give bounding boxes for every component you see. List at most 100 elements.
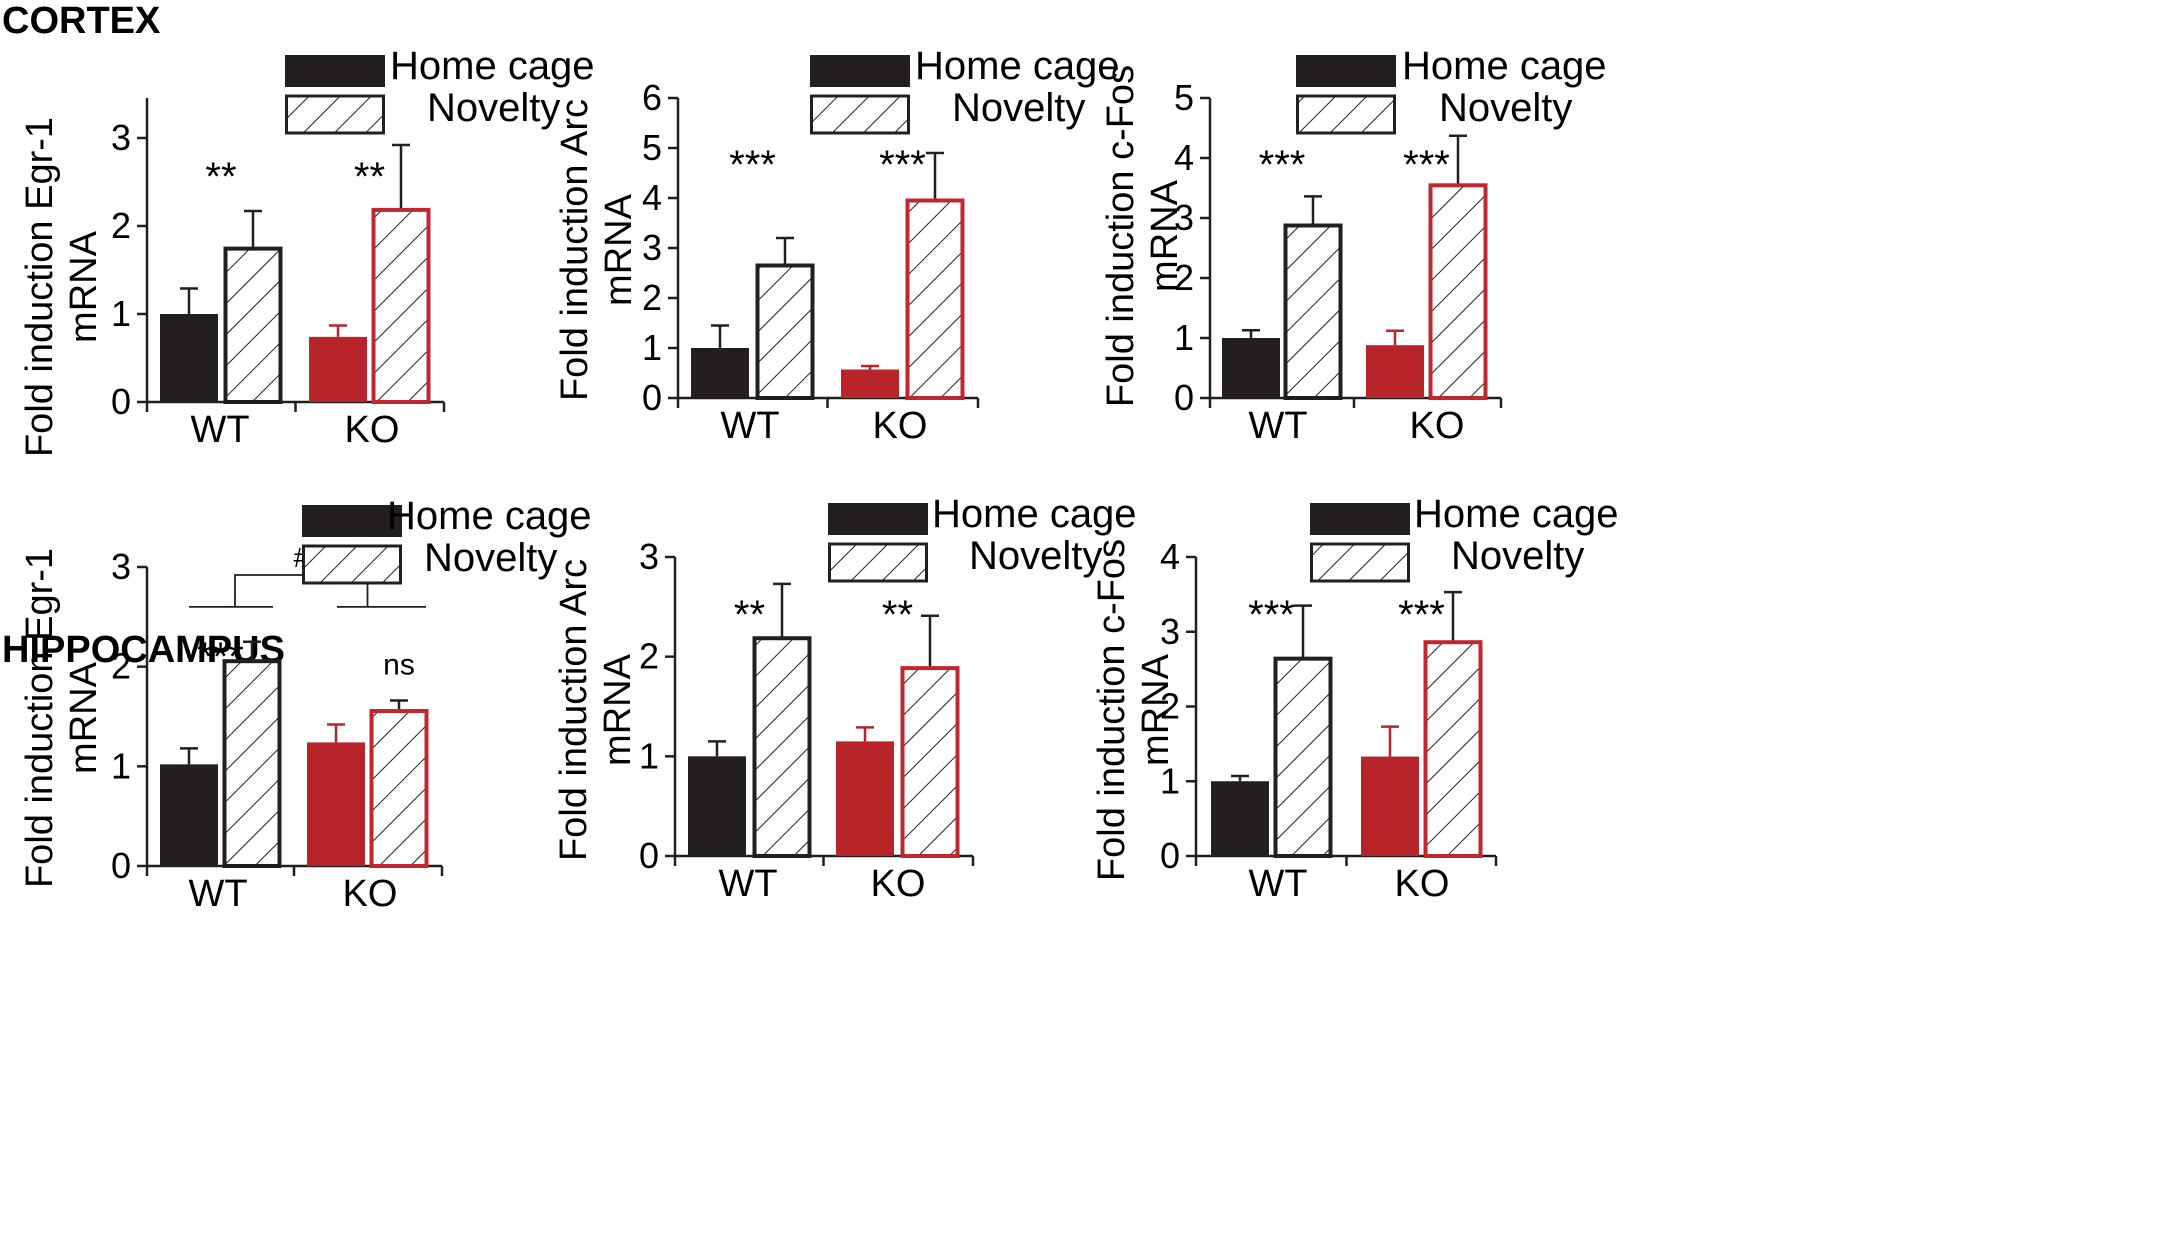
bar-ko-home-cage <box>836 741 894 856</box>
y-tick-label: 3 <box>1160 611 1180 652</box>
legend-label-home-cage: Home cage <box>1414 492 1619 536</box>
legend-swatch-novelty <box>810 94 910 135</box>
legend-swatch-novelty <box>285 94 385 135</box>
y-axis-label-line1: Fold induction Egr-1 <box>19 548 61 888</box>
legend-label-novelty: Novelty <box>424 536 557 580</box>
y-axis-label-line1: Fold induction Arc <box>554 99 596 401</box>
bar-ko-novelty <box>1423 640 1483 858</box>
bar-wt-novelty <box>755 263 815 400</box>
y-tick-label: 0 <box>111 381 131 422</box>
legend-label-home-cage: Home cage <box>915 44 1120 88</box>
category-label-wt: WT <box>1248 863 1307 905</box>
bar-wt-novelty <box>752 636 812 858</box>
bar-ko-home-cage <box>309 336 367 402</box>
bar-wt-home-cage <box>1211 781 1269 856</box>
bar-wt-home-cage <box>688 756 746 856</box>
category-label-ko: KO <box>1395 863 1450 905</box>
y-tick-label: 0 <box>1174 377 1194 418</box>
y-tick-label: 0 <box>639 835 659 876</box>
y-tick-label: 5 <box>1174 77 1194 118</box>
legend-swatch-home-cage <box>1296 55 1396 87</box>
category-label-ko: KO <box>345 409 400 451</box>
bar-wt-novelty <box>1273 656 1333 858</box>
bar-wt-novelty <box>1283 223 1343 400</box>
y-axis-label: Fold induction ArcmRNA <box>553 559 639 861</box>
bar-ko-home-cage <box>307 742 365 866</box>
annotation-significance: *** <box>1248 593 1295 637</box>
annotation-significance: *** <box>197 635 244 679</box>
bar-ko-novelty <box>900 666 960 859</box>
y-axis-label-line1: Fold induction c-Fos <box>1091 539 1133 881</box>
section-title-cortex: CORTEX <box>2 0 161 42</box>
bar-ko-novelty <box>369 709 429 868</box>
annotation-significance: ** <box>734 593 765 637</box>
y-axis-label-line2: mRNA <box>1144 179 1186 292</box>
y-axis-label: Fold induction Egr-1mRNA <box>19 117 105 457</box>
y-axis-label: Fold induction ArcmRNA <box>554 99 640 401</box>
legend-label-novelty: Novelty <box>969 534 1102 578</box>
annotation-significance: *** <box>729 143 776 187</box>
y-tick-label: 0 <box>642 377 662 418</box>
bar-ko-novelty <box>1428 183 1488 400</box>
chart-panel-hippocampus-c-fos: 0 1 2 3 4 WT KO Fold induction c-FosmRNA *** *** H… <box>1091 492 1619 905</box>
legend-label-novelty: Novelty <box>952 86 1085 130</box>
chart-panel-cortex-c-fos: 0 1 2 3 4 5 WT KO Fold induction c-FosmRNA *** ***… <box>1100 44 1607 447</box>
category-label-ko: KO <box>871 863 926 905</box>
y-axis-label: Fold induction c-FosmRNA <box>1091 539 1177 881</box>
chart-panel-hippocampus-arc: 0 1 2 3 WT KO Fold induction ArcmRNA ** ** Home c… <box>553 492 1137 905</box>
y-tick-label: 1 <box>639 735 659 776</box>
legend-swatch-novelty <box>1310 542 1410 583</box>
legend-label-novelty: Novelty <box>1451 534 1584 578</box>
y-tick-label: 4 <box>642 177 662 218</box>
y-tick-label: 5 <box>642 127 662 168</box>
chart-panel-cortex-egr-1: 0 1 2 3 WT KO Fold induction Egr-1mRNA ** ** Home… <box>19 44 595 457</box>
annotation-significance: ** <box>205 155 236 199</box>
bar-ko-novelty <box>371 207 431 404</box>
y-tick-label: 6 <box>642 77 662 118</box>
y-tick-label: 2 <box>111 205 131 246</box>
bar-ko-home-cage <box>1361 756 1419 856</box>
legend-label-home-cage: Home cage <box>932 492 1137 536</box>
y-tick-label: 3 <box>639 536 659 577</box>
annotation-significance: ** <box>354 155 385 199</box>
y-tick-label: 3 <box>642 227 662 268</box>
bar-wt-novelty <box>222 659 282 868</box>
annotation-significance: *** <box>1259 143 1306 187</box>
y-tick-label: 1 <box>111 745 131 786</box>
legend-label-home-cage: Home cage <box>387 494 592 538</box>
bar-wt-home-cage <box>1222 338 1280 398</box>
legend-swatch-home-cage <box>285 55 385 87</box>
y-axis-label-line2: mRNA <box>63 230 105 343</box>
y-axis-label-line1: Fold induction c-Fos <box>1100 65 1142 407</box>
y-axis-label-line2: mRNA <box>1135 653 1177 766</box>
y-axis-label-line1: Fold induction Arc <box>553 559 595 861</box>
category-label-wt: WT <box>720 405 779 447</box>
y-axis-label-line2: mRNA <box>63 661 105 774</box>
annotation-ns: ns <box>383 649 415 682</box>
y-tick-label: 4 <box>1160 536 1180 577</box>
bar-ko-novelty <box>905 198 965 400</box>
bar-wt-home-cage <box>691 348 749 398</box>
legend-label-novelty: Novelty <box>427 86 560 130</box>
y-axis-label: Fold induction c-FosmRNA <box>1100 65 1186 407</box>
annotation-significance: *** <box>1403 143 1450 187</box>
category-label-ko: KO <box>873 405 928 447</box>
chart-panel-cortex-arc: 0 1 2 3 4 5 6 WT KO Fold induction ArcmRNA *** *** H… <box>554 44 1120 447</box>
y-tick-label: 1 <box>1174 317 1194 358</box>
y-tick-label: 1 <box>111 293 131 334</box>
y-tick-label: 3 <box>111 546 131 587</box>
y-tick-label: 2 <box>1174 257 1194 298</box>
category-label-wt: WT <box>718 863 777 905</box>
category-label-ko: KO <box>1410 405 1465 447</box>
y-tick-label: 2 <box>1160 686 1180 727</box>
category-label-wt: WT <box>1248 405 1307 447</box>
y-axis-label: Fold induction Egr-1mRNA <box>19 548 105 888</box>
y-tick-label: 3 <box>111 117 131 158</box>
category-label-wt: WT <box>190 409 249 451</box>
legend-swatch-home-cage <box>1310 503 1410 535</box>
legend-swatch-novelty <box>1296 94 1396 135</box>
y-tick-label: 1 <box>1160 760 1180 801</box>
legend-swatch-home-cage <box>302 505 402 537</box>
annotation-significance: *** <box>1398 593 1445 637</box>
